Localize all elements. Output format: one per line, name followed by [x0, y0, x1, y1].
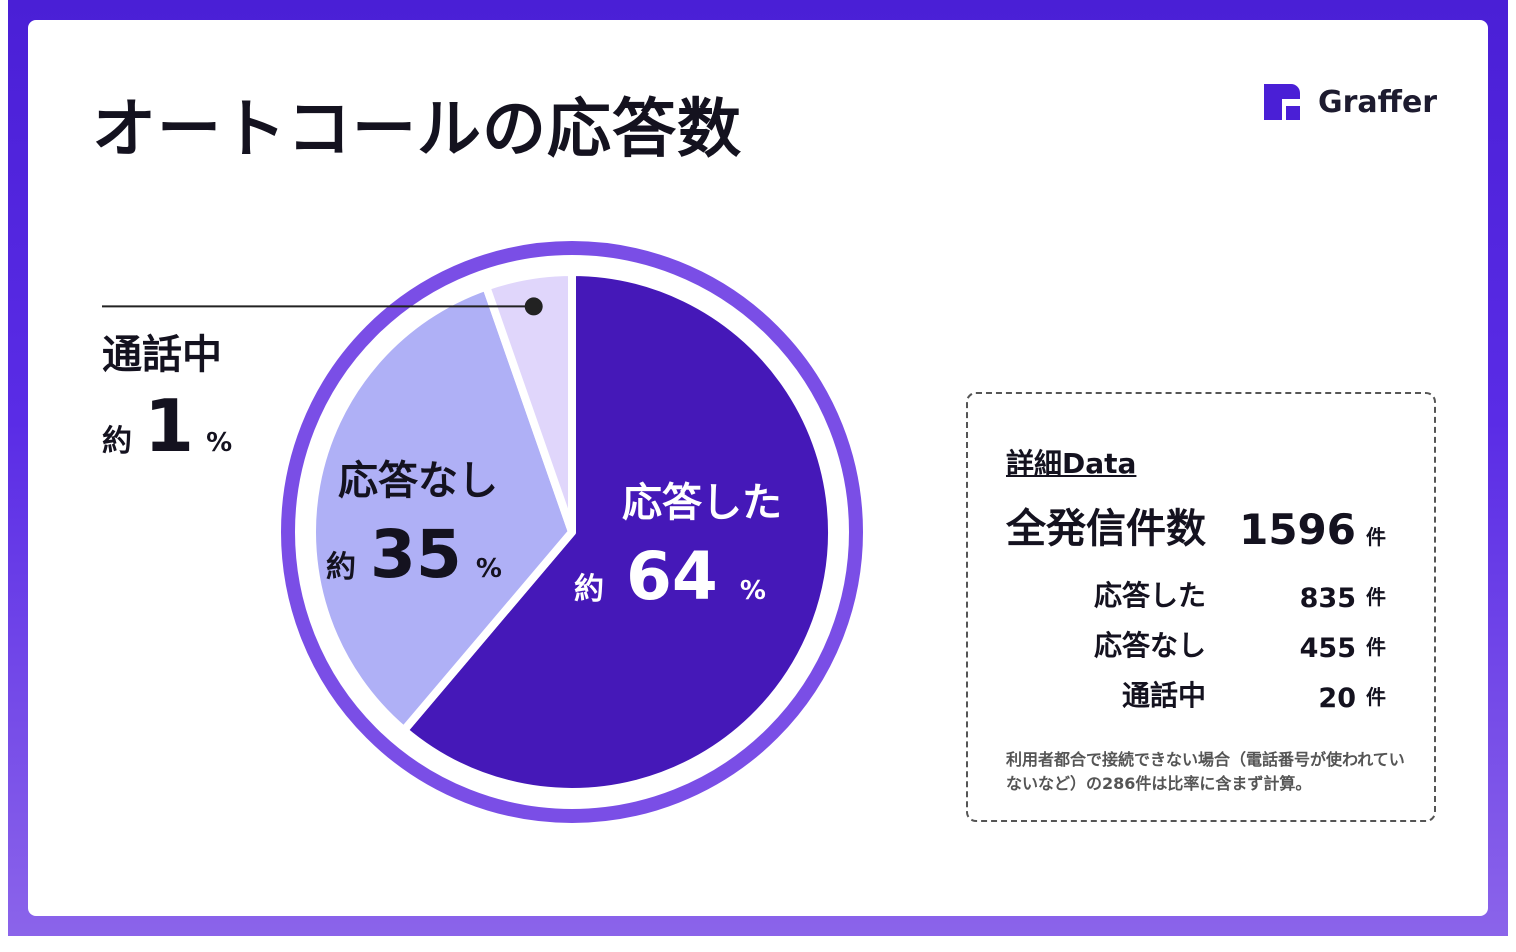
detail-data-box: 詳細Data 全発信件数 1596 件 応答した 835 件 応答なし 455 …	[966, 392, 1436, 822]
detail-unit: 件	[1366, 525, 1386, 549]
percent-value: 1	[144, 384, 195, 468]
detail-label: 通話中	[1121, 679, 1206, 712]
percent-unit: %	[739, 576, 766, 606]
detail-unit: 件	[1366, 585, 1386, 609]
brand-logo: Graffer	[1264, 84, 1437, 120]
slice-name: 通話中	[102, 332, 222, 378]
leader-dot	[524, 297, 543, 316]
detail-row: 通話中 20 件	[968, 666, 1438, 714]
slice-label-busy: 通話中 約 1%	[102, 322, 232, 468]
slice-name: 応答した	[622, 480, 782, 526]
detail-row: 応答した 835 件	[968, 566, 1438, 614]
percent-value: 64	[626, 538, 718, 615]
detail-value: 455	[1299, 633, 1356, 664]
detail-title: 詳細Data	[1006, 447, 1137, 480]
percent-unit: %	[206, 428, 233, 458]
pie-slices	[308, 268, 836, 796]
approx-prefix: 約	[102, 424, 132, 459]
percent-value: 35	[370, 516, 462, 593]
detail-row: 応答なし 455 件	[968, 616, 1438, 664]
slice-percent: 約 35%	[326, 516, 502, 593]
slice-name: 応答なし	[338, 458, 498, 504]
graffer-logo-icon	[1264, 84, 1300, 120]
brand-name: Graffer	[1318, 84, 1438, 120]
page-title: オートコールの応答数	[92, 93, 742, 167]
detail-value: 1596	[1239, 505, 1356, 554]
pie-slice	[399, 268, 836, 796]
approx-prefix: 約	[326, 550, 356, 585]
slice-label-no-answer: 応答なし 約 35%	[326, 448, 502, 593]
detail-value: 20	[1318, 683, 1356, 714]
slice-label-answered: 応答した 約 64%	[574, 470, 782, 615]
detail-label: 全発信件数	[1006, 506, 1206, 552]
slice-percent: 約 64%	[574, 538, 782, 615]
slice-percent: 約 1%	[102, 384, 232, 468]
approx-prefix: 約	[574, 572, 604, 607]
detail-unit: 件	[1366, 685, 1386, 709]
detail-label: 応答した	[1093, 579, 1206, 612]
detail-label: 応答なし	[1093, 629, 1206, 662]
detail-value: 835	[1299, 583, 1356, 614]
percent-unit: %	[475, 554, 502, 584]
pie-slice	[308, 282, 576, 735]
detail-footnote: 利用者都合で接続できない場合（電話番号が使われていないなど）の286件は比率に含…	[1006, 750, 1405, 793]
detail-unit: 件	[1366, 635, 1386, 659]
detail-row-total: 全発信件数 1596 件	[968, 505, 1438, 554]
pie-slice	[482, 268, 576, 536]
